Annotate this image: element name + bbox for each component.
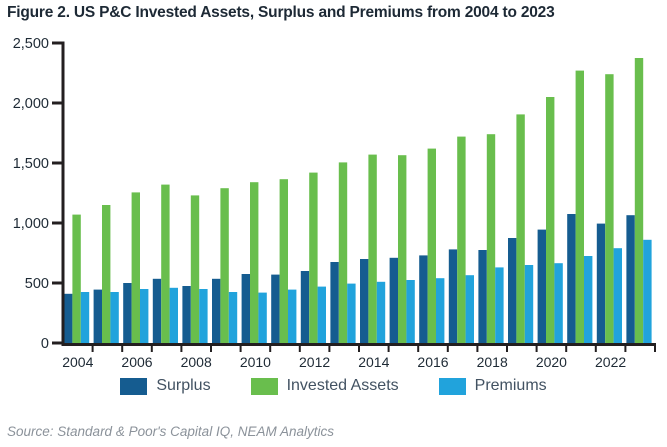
bar-invested-assets-2009: [220, 188, 229, 344]
bar-premiums-2007: [169, 287, 178, 344]
bar-premiums-2016: [436, 278, 445, 344]
bar-invested-assets-2015: [398, 155, 407, 344]
bar-invested-assets-2020: [546, 97, 555, 344]
legend-item-premiums: Premiums: [438, 377, 547, 395]
bar-invested-assets-2008: [190, 195, 200, 344]
bar-premiums-2010: [258, 292, 267, 344]
bar-invested-assets-2021: [575, 70, 584, 344]
bar-premiums-2021: [584, 256, 593, 344]
y-axis-label: 1,000: [13, 216, 49, 232]
bar-surplus-2014: [360, 259, 369, 344]
surplus-swatch-icon: [120, 377, 148, 395]
bar-premiums-2006: [140, 289, 149, 344]
bar-surplus-2010: [241, 274, 250, 344]
bar-invested-assets-2005: [102, 205, 111, 344]
bar-invested-assets-2010: [250, 182, 259, 344]
bar-surplus-2019: [508, 238, 517, 344]
legend-item-surplus: Surplus: [120, 377, 211, 395]
x-axis-label: 2022: [595, 354, 626, 370]
bar-premiums-2011: [288, 289, 297, 344]
bar-surplus-2009: [212, 278, 221, 344]
x-axis-label: 2018: [477, 354, 508, 370]
x-axis-label: 2004: [62, 354, 93, 370]
y-axis-label: 500: [25, 276, 49, 292]
bar-surplus-2018: [478, 250, 487, 344]
premiums-swatch-icon: [438, 377, 466, 395]
bar-surplus-2022: [596, 223, 606, 344]
bar-premiums-2012: [317, 286, 326, 344]
bar-surplus-2017: [448, 249, 458, 344]
bar-surplus-2012: [300, 271, 310, 344]
bar-invested-assets-2007: [161, 184, 170, 344]
y-axis-label: 1,500: [13, 156, 49, 172]
bar-surplus-2008: [182, 286, 191, 344]
bar-premiums-2020: [554, 263, 563, 344]
bar-surplus-2020: [537, 229, 546, 344]
y-axis-label: 2,500: [13, 36, 49, 52]
bar-surplus-2005: [93, 289, 102, 344]
x-axis-label: 2020: [536, 354, 567, 370]
bar-invested-assets-2023: [634, 58, 644, 344]
bar-premiums-2013: [347, 283, 356, 344]
bar-premiums-2017: [465, 275, 474, 344]
bar-premiums-2022: [613, 248, 622, 344]
x-axis-label: 2014: [358, 354, 389, 370]
legend-label-invested-assets: Invested Assets: [286, 377, 399, 394]
figure-title: Figure 2. US P&C Invested Assets, Surplu…: [7, 4, 555, 21]
chart-legend: Surplus Invested Assets Premiums: [0, 373, 667, 399]
y-axis-label: 0: [41, 336, 49, 352]
x-axis-label: 2006: [121, 354, 152, 370]
legend-item-invested-assets: Invested Assets: [250, 377, 399, 395]
legend-label-premiums: Premiums: [474, 377, 547, 394]
bar-surplus-2004: [64, 293, 73, 344]
bar-premiums-2018: [495, 267, 504, 344]
bar-surplus-2021: [567, 214, 576, 344]
bar-surplus-2006: [123, 283, 132, 344]
bar-invested-assets-2019: [516, 114, 525, 345]
bar-surplus-2013: [330, 262, 339, 344]
x-axis-label: 2012: [299, 354, 330, 370]
bar-invested-assets-2014: [368, 154, 377, 344]
bar-invested-assets-2013: [338, 162, 348, 344]
bar-premiums-2004: [80, 292, 90, 344]
x-axis-label: 2010: [240, 354, 271, 370]
bar-premiums-2009: [228, 292, 238, 344]
bar-surplus-2023: [626, 215, 635, 344]
bar-premiums-2015: [406, 280, 415, 344]
bar-surplus-2011: [271, 274, 280, 344]
bar-premiums-2005: [110, 292, 119, 344]
bar-invested-assets-2018: [486, 134, 496, 344]
source-citation: Source: Standard & Poor's Capital IQ, NE…: [7, 424, 334, 439]
bar-invested-assets-2012: [309, 172, 318, 344]
legend-label-surplus: Surplus: [156, 377, 211, 394]
invested-assets-swatch-icon: [250, 377, 278, 395]
bar-invested-assets-2006: [131, 192, 140, 344]
y-axis-label: 2,000: [13, 96, 49, 112]
x-axis-label: 2008: [181, 354, 212, 370]
bar-invested-assets-2016: [427, 148, 436, 344]
bar-invested-assets-2004: [72, 214, 81, 344]
bar-premiums-2019: [524, 265, 534, 344]
x-axis-label: 2016: [417, 354, 448, 370]
bar-premiums-2008: [199, 289, 208, 344]
bar-surplus-2016: [419, 255, 428, 344]
bar-invested-assets-2011: [279, 179, 288, 344]
bar-invested-assets-2017: [457, 136, 466, 344]
bar-premiums-2014: [376, 281, 386, 344]
bar-premiums-2023: [643, 239, 652, 344]
bar-surplus-2007: [152, 278, 162, 344]
bar-surplus-2015: [389, 257, 398, 344]
bar-invested-assets-2022: [605, 74, 614, 344]
